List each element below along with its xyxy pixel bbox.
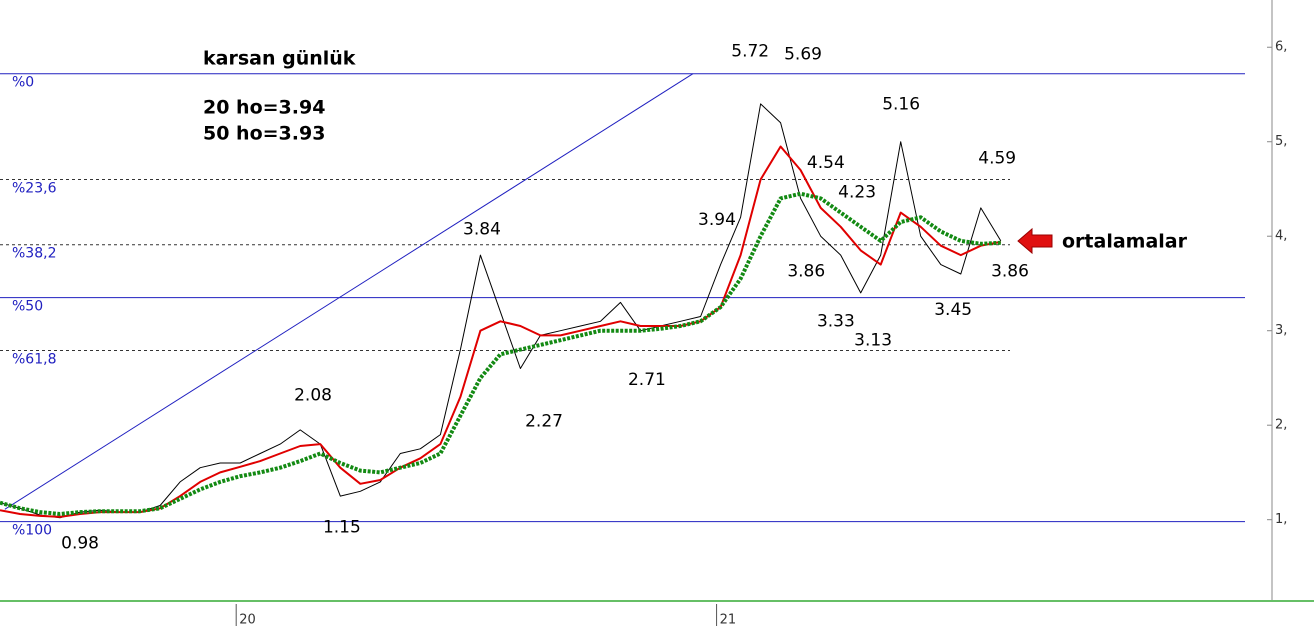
annotation: 2.27 xyxy=(525,412,563,432)
annotation: 3.84 xyxy=(463,219,501,239)
y-tick-label: 5, xyxy=(1275,134,1287,149)
series-line xyxy=(0,103,1002,519)
annotation: 3.45 xyxy=(934,300,972,320)
annotation: 2.71 xyxy=(628,370,666,390)
annotation: 0.98 xyxy=(61,534,99,554)
annotation: 3.86 xyxy=(991,261,1029,281)
annotation: 3.86 xyxy=(787,261,825,281)
y-tick-label: 1, xyxy=(1275,512,1287,527)
annotation: 2.08 xyxy=(294,386,332,406)
y-tick-label: 3, xyxy=(1275,323,1287,338)
chart-title: karsan günlük xyxy=(203,48,356,70)
annotation: 4.54 xyxy=(807,153,845,173)
note: 50 ho=3.93 xyxy=(203,123,325,145)
annotation: 3.33 xyxy=(817,312,855,332)
fib-label: %50 xyxy=(12,299,43,315)
annotation: 4.23 xyxy=(838,182,876,202)
annotation: 3.13 xyxy=(854,330,892,350)
fib-label: %38,2 xyxy=(12,246,56,262)
callout: ortalamalar xyxy=(1062,231,1188,253)
annotation: 5.16 xyxy=(882,95,920,115)
note: 20 ho=3.94 xyxy=(203,97,325,119)
fib-label: %23,6 xyxy=(12,181,57,197)
x-tick-label: 21 xyxy=(720,613,737,628)
callout-arrow xyxy=(1017,227,1053,255)
y-tick-label: 6, xyxy=(1275,40,1287,55)
y-tick-label: 2, xyxy=(1275,418,1287,433)
x-tick-label: 20 xyxy=(239,613,256,628)
y-tick-label: 4, xyxy=(1275,229,1287,244)
annotation: 4.59 xyxy=(978,148,1016,168)
annotation: 5.69 xyxy=(784,45,822,65)
trendline xyxy=(4,73,694,510)
annotation: 3.94 xyxy=(698,210,736,230)
fib-label: %61,8 xyxy=(12,352,56,368)
annotation: 5.72 xyxy=(731,42,769,62)
fib-label: %100 xyxy=(12,523,52,539)
fib-label: %0 xyxy=(12,75,34,91)
series-line xyxy=(0,191,1001,516)
annotation: 1.15 xyxy=(323,518,361,538)
